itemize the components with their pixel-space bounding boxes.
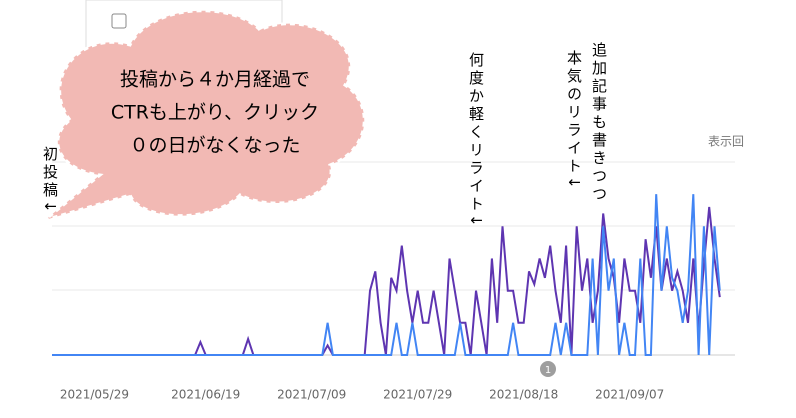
marks [52, 194, 721, 356]
x-tick-label: 2021/07/29 [383, 388, 452, 402]
series-line [52, 194, 721, 356]
callout-text: ０の日がなくなった [129, 135, 300, 157]
x-tick-label: 2021/06/19 [171, 388, 240, 402]
annotation: 本気のリライト↓ [565, 50, 583, 192]
annotation: 初投稿↓ [41, 146, 59, 216]
x-tick-label: 2021/07/09 [277, 388, 346, 402]
annotation: 追加記事も書きつつ [590, 42, 608, 204]
callout-text: CTRも上がり、クリック [111, 102, 319, 124]
x-tick-label: 2021/09/07 [595, 388, 664, 402]
x-tick-label: 2021/08/18 [489, 388, 558, 402]
axis-title: 表示回 [708, 135, 744, 149]
callout-text: 投稿から４か月経過で [120, 69, 310, 91]
series-line [52, 206, 721, 356]
x-tick-label: 2021/05/29 [60, 388, 129, 402]
annotation: 何度か軽くリライト↓ [467, 52, 485, 230]
checkbox[interactable] [111, 13, 127, 29]
marker-badge[interactable] [540, 361, 556, 377]
marker-label[interactable]: 1 [545, 365, 551, 376]
callout-cloud [44, 9, 366, 222]
